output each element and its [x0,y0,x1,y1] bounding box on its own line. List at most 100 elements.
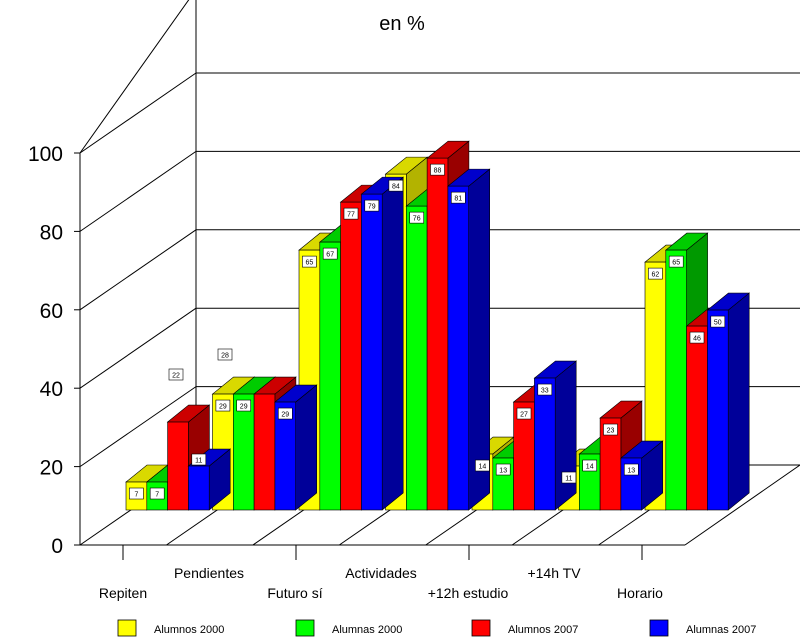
category-label-repiten: Repiten [99,585,147,601]
y-tick-label-20: 20 [40,457,63,480]
data-label-box [236,399,251,412]
bar-alumnas-2007-actividades [447,168,491,511]
data-label-alumnos-2007-horario: 46 [689,331,705,344]
bar-front [426,157,449,511]
bar-front [707,309,729,511]
bar-alumnas-2007-horario [706,292,751,511]
category-label-horario: Horario [617,585,663,601]
legend-item-alumnos-2007: Alumnos 2007 [471,619,578,637]
data-label-text: 46 [693,336,701,343]
data-label-alumnas-2007-horario: 50 [710,315,726,328]
bar-side [468,168,491,511]
data-label-alumnas-2000-14h-tv: 14 [582,459,598,472]
legend: Alumnos 2000 Alumnas 2000 Alumnos 2007 Alum… [117,619,756,637]
bar-alumnas-2007-pendientes [274,384,318,511]
bar-side [554,360,577,511]
data-label-box [191,453,207,466]
legend-item-alumnas-2007: Alumnas 2007 [649,619,756,637]
data-label-alumnos-2000-pendientes: 29 [215,399,231,412]
data-label-text: 11 [565,476,572,483]
category-labels: Repiten Pendientes Futuro sí Actividades +12… [99,565,663,601]
legend-swatch [649,619,669,637]
data-label-box [409,211,425,224]
legend-swatch [295,619,315,637]
data-label-box [475,459,490,472]
data-label-text: 84 [392,184,400,191]
data-label-alumnos-2007-pendientes: 28 [217,348,233,361]
data-label-text: 88 [434,168,442,175]
data-label-alumnos-2000-futuro-s: 65 [302,255,317,268]
data-labels: 7 29 65 84 14 11 62 7 29 67 76 13 14 65 22 28 77 88 27 23 46… [129,163,726,500]
data-label-text: 65 [306,260,314,267]
gridline-side-20 [79,386,197,468]
chart-title: en % [379,13,425,35]
data-label-text: 11 [195,458,202,465]
bar-front [665,249,687,511]
legend-label: Alumnos 2000 [154,624,224,636]
data-label-text: 62 [652,272,660,279]
data-label-text: 77 [347,212,355,219]
data-label-alumnas-2007-12h-estudio: 33 [537,383,553,396]
data-label-text: 65 [672,260,680,267]
data-label-box [668,255,684,268]
y-tick-label-60: 60 [40,300,63,323]
data-label-text: 22 [172,373,180,380]
data-label-alumnos-2000-repiten: 7 [129,487,144,500]
data-label-box [388,179,404,192]
y-tick-label-100: 100 [28,143,63,166]
data-label-box [561,471,577,484]
bar-front [534,377,556,511]
data-label-text: 67 [326,252,334,259]
bar-front [447,185,469,511]
category-label-actividades: Actividades [345,565,417,581]
data-label-text: 14 [586,464,594,471]
y-tick-label-80: 80 [40,221,63,244]
gridline-side-60 [79,229,197,311]
data-label-alumnos-2007-actividades: 88 [430,163,445,176]
bar-alumnas-2007-12h-estudio [533,360,578,511]
gridline-side-40 [79,307,197,389]
data-label-alumnas-2007-repiten: 11 [191,453,207,466]
gridline-side-100 [79,72,197,154]
data-label-text: 27 [520,412,528,419]
data-label-box [603,423,618,436]
y-tick-label-40: 40 [40,378,63,401]
legend-label: Alumnas 2007 [686,624,756,636]
bar-side [381,176,404,511]
data-label-box [537,383,553,396]
data-label-text: 7 [134,492,138,499]
bar-front [274,401,296,511]
bar-front [361,193,383,511]
legend-item-alumnos-2000: Alumnos 2000 [117,619,224,637]
bar-front [686,325,708,511]
data-label-text: 13 [499,468,507,475]
data-label-text: 76 [413,216,421,223]
data-label-box [450,191,466,204]
data-label-box [430,163,445,176]
bar-front [405,205,428,511]
data-label-alumnos-2007-14h-tv: 23 [603,423,618,436]
bar-front [233,393,255,511]
data-label-text: 29 [281,412,289,419]
data-label-text: 23 [607,428,615,435]
bar-front [188,465,210,511]
gridline-side-80 [79,150,197,232]
category-label-14h-tv: +14h TV [527,565,581,581]
data-label-text: 33 [541,388,549,395]
data-label-text: 81 [454,196,462,203]
data-label-box [710,315,726,328]
data-label-box [495,463,511,476]
data-label-alumnas-2007-actividades: 81 [450,191,466,204]
data-label-alumnas-2007-futuro-s: 79 [364,199,380,212]
data-label-alumnos-2000-12h-estudio: 14 [475,459,490,472]
data-label-alumnas-2000-pendientes: 29 [236,399,251,412]
category-label-pendientes: Pendientes [174,565,244,581]
data-label-alumnas-2000-horario: 65 [668,255,684,268]
bar-side [295,384,318,511]
data-label-box [322,247,338,260]
data-label-alumnas-2000-futuro-s: 67 [322,247,338,260]
legend-item-alumnas-2000: Alumnas 2000 [295,619,402,637]
data-label-text: 13 [627,468,635,475]
